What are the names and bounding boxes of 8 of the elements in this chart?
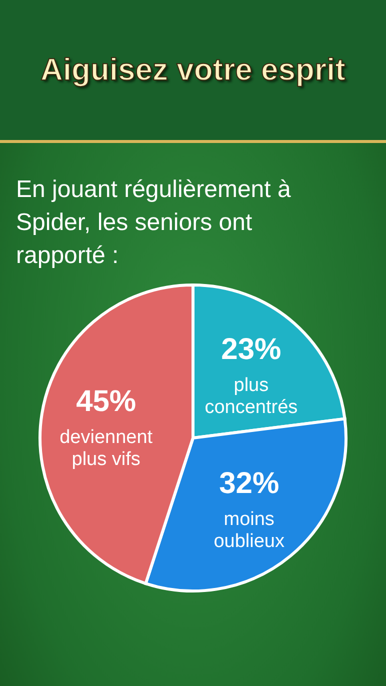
data-label: 45% [76,385,136,418]
slice-label: plus concentrés [204,374,298,418]
slice-label: deviennent plus vifs [60,427,154,470]
chart-title: Aiguisez votre esprit [40,52,346,88]
data-label: 32% [219,466,280,500]
chart-subtitle: En jouant régulièrement à Spider, les seniors ont rapporté : [16,175,292,271]
slice-label: moins oublieux [214,508,285,552]
data-label: 23% [221,332,282,366]
